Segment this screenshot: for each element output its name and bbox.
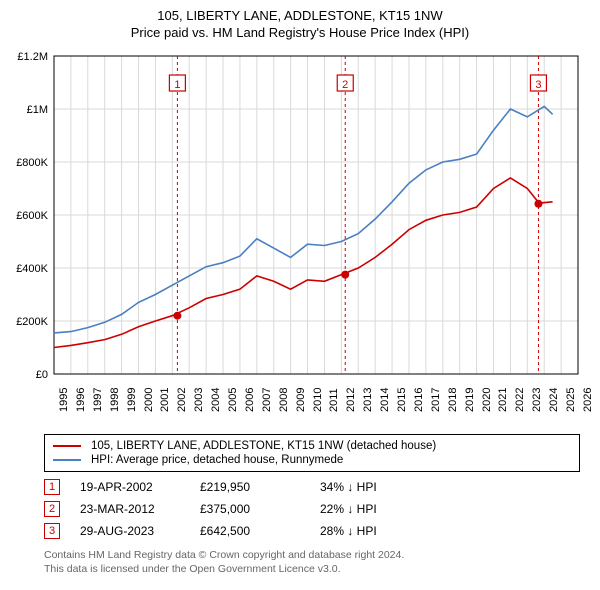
svg-text:2: 2: [342, 79, 348, 91]
x-tick-label: 2006: [244, 388, 256, 412]
event-price: £219,950: [200, 480, 320, 494]
x-tick-label: 2015: [396, 388, 408, 412]
x-tick-label: 2010: [312, 388, 324, 412]
event-price: £642,500: [200, 524, 320, 538]
event-delta: 22% ↓ HPI: [320, 502, 440, 516]
x-tick-label: 2008: [278, 388, 290, 412]
x-tick-label: 2020: [481, 388, 493, 412]
x-tick-label: 2025: [565, 388, 577, 412]
legend-label: HPI: Average price, detached house, Runn…: [91, 454, 343, 466]
x-tick-label: 2021: [497, 388, 509, 412]
x-tick-label: 2009: [295, 388, 307, 412]
x-tick-label: 2024: [548, 388, 560, 412]
legend-row: 105, LIBERTY LANE, ADDLESTONE, KT15 1NW …: [53, 439, 571, 453]
x-tick-label: 2017: [430, 388, 442, 412]
plot-area: £0 £200K £400K £600K £800K £1M £1.2M 1 2 3: [10, 50, 590, 380]
x-tick-label: 1998: [109, 388, 121, 412]
x-tick-label: 2014: [379, 388, 391, 412]
x-tick-label: 2012: [345, 388, 357, 412]
event-badge: 3: [44, 523, 60, 539]
x-tick-label: 2016: [413, 388, 425, 412]
svg-text:1: 1: [174, 79, 180, 91]
x-tick-label: 2002: [176, 388, 188, 412]
x-tick-label: 2001: [159, 388, 171, 412]
event-badge: 1: [44, 479, 60, 495]
event-row: 1 19-APR-2002£219,95034% ↓ HPI: [44, 476, 580, 498]
x-tick-label: 2004: [210, 388, 222, 412]
legend-swatch: [53, 459, 81, 461]
svg-text:£0: £0: [36, 369, 48, 380]
event-delta: 34% ↓ HPI: [320, 480, 440, 494]
x-tick-label: 2019: [464, 388, 476, 412]
footer: Contains HM Land Registry data © Crown c…: [44, 548, 580, 576]
svg-text:3: 3: [535, 79, 541, 91]
svg-text:£200K: £200K: [16, 316, 48, 328]
event-badge: 2: [44, 501, 60, 517]
x-axis-labels: 1995 1996 1997 1998 1999 2000 2001 2002 2003 2004…: [10, 380, 590, 428]
titles: 105, LIBERTY LANE, ADDLESTONE, KT15 1NW …: [0, 0, 600, 44]
event-price: £375,000: [200, 502, 320, 516]
x-tick-label: 2026: [582, 388, 594, 412]
x-tick-label: 1997: [92, 388, 104, 412]
x-tick-label: 2005: [227, 388, 239, 412]
legend-swatch: [53, 445, 81, 447]
title-line1: 105, LIBERTY LANE, ADDLESTONE, KT15 1NW: [10, 8, 590, 23]
x-tick-label: 2003: [193, 388, 205, 412]
footer-line1: Contains HM Land Registry data © Crown c…: [44, 548, 580, 562]
x-tick-label: 2000: [143, 388, 155, 412]
event-row: 2 23-MAR-2012£375,00022% ↓ HPI: [44, 498, 580, 520]
legend-row: HPI: Average price, detached house, Runn…: [53, 453, 571, 467]
event-delta: 28% ↓ HPI: [320, 524, 440, 538]
x-tick-label: 2023: [531, 388, 543, 412]
x-tick-label: 2013: [362, 388, 374, 412]
chart-svg: £0 £200K £400K £600K £800K £1M £1.2M 1 2 3: [10, 50, 590, 380]
event-date: 23-MAR-2012: [80, 502, 200, 516]
title-line2: Price paid vs. HM Land Registry's House …: [10, 25, 590, 40]
events-table: 1 19-APR-2002£219,95034% ↓ HPI 2 23-MAR-201…: [44, 476, 580, 542]
x-tick-label: 2007: [261, 388, 273, 412]
event-date: 19-APR-2002: [80, 480, 200, 494]
event-row: 3 29-AUG-2023£642,50028% ↓ HPI: [44, 520, 580, 542]
svg-text:£1.2M: £1.2M: [17, 51, 48, 63]
x-tick-label: 2018: [447, 388, 459, 412]
x-tick-label: 2011: [328, 388, 340, 412]
footer-line2: This data is licensed under the Open Gov…: [44, 562, 580, 576]
svg-text:£600K: £600K: [16, 210, 48, 222]
legend-label: 105, LIBERTY LANE, ADDLESTONE, KT15 1NW …: [91, 440, 436, 452]
legend: 105, LIBERTY LANE, ADDLESTONE, KT15 1NW …: [44, 434, 580, 472]
x-tick-label: 1999: [126, 388, 138, 412]
svg-text:£400K: £400K: [16, 263, 48, 275]
x-tick-label: 1996: [75, 388, 87, 412]
chart-container: 105, LIBERTY LANE, ADDLESTONE, KT15 1NW …: [0, 0, 600, 576]
svg-text:£800K: £800K: [16, 157, 48, 169]
svg-text:£1M: £1M: [27, 104, 48, 116]
event-date: 29-AUG-2023: [80, 524, 200, 538]
x-tick-label: 2022: [514, 388, 526, 412]
x-tick-label: 1995: [58, 388, 70, 412]
